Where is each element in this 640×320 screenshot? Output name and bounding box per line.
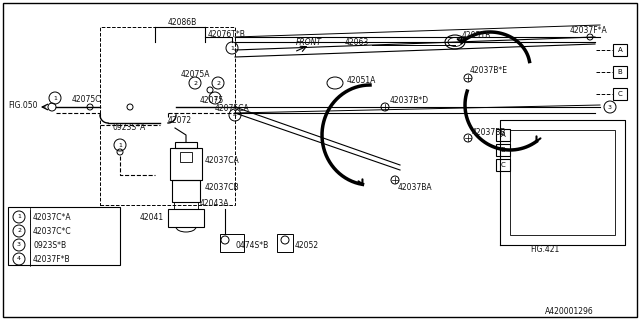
- Text: 2: 2: [193, 81, 197, 85]
- Text: FRONT: FRONT: [296, 37, 322, 46]
- Bar: [180, 152, 192, 162]
- Text: 42041: 42041: [140, 213, 164, 222]
- Text: 42037B*D: 42037B*D: [390, 95, 429, 105]
- Bar: [172, 180, 200, 202]
- Text: 42043A: 42043A: [200, 198, 230, 207]
- Bar: [496, 144, 510, 156]
- Text: 42037BA: 42037BA: [398, 182, 433, 191]
- Text: 0923S*A: 0923S*A: [112, 123, 145, 132]
- Bar: [170, 148, 202, 180]
- Bar: [613, 44, 627, 56]
- Text: FIG.421: FIG.421: [530, 245, 559, 254]
- Text: 2: 2: [17, 228, 21, 234]
- Text: 1: 1: [53, 95, 57, 100]
- Text: C: C: [500, 162, 506, 168]
- Text: A420001296: A420001296: [545, 308, 594, 316]
- Text: 4: 4: [17, 257, 21, 261]
- Text: 42037CB: 42037CB: [205, 182, 239, 191]
- Text: 1: 1: [230, 45, 234, 51]
- Text: 1: 1: [118, 142, 122, 148]
- Bar: [8, 207, 120, 265]
- Text: 42037B*E: 42037B*E: [470, 66, 508, 75]
- Text: 42052: 42052: [295, 242, 319, 251]
- Bar: [496, 159, 510, 171]
- Text: B: B: [500, 147, 506, 153]
- Text: 1: 1: [213, 95, 217, 100]
- Text: 42075C: 42075C: [72, 94, 102, 103]
- Bar: [100, 27, 235, 205]
- Text: 42037CA: 42037CA: [205, 156, 240, 164]
- Bar: [220, 234, 244, 252]
- Text: 42037C*C: 42037C*C: [33, 227, 72, 236]
- Text: 42075: 42075: [200, 95, 224, 105]
- Text: 42075A: 42075A: [181, 69, 211, 78]
- Bar: [168, 209, 204, 227]
- Text: 42075CA: 42075CA: [215, 103, 250, 113]
- Text: 1: 1: [17, 214, 21, 220]
- Text: A: A: [500, 132, 506, 138]
- Text: C: C: [618, 91, 622, 97]
- Text: 42037F*A: 42037F*A: [570, 26, 608, 35]
- Text: 2: 2: [216, 81, 220, 85]
- Text: 0923S*B: 0923S*B: [33, 241, 66, 250]
- Text: 42072: 42072: [168, 116, 192, 124]
- Text: 42076T*B: 42076T*B: [208, 29, 246, 38]
- Bar: [613, 88, 627, 100]
- Text: A: A: [618, 47, 622, 53]
- Text: 42037BB: 42037BB: [472, 127, 506, 137]
- Text: 42051A: 42051A: [347, 76, 376, 84]
- Text: 4: 4: [233, 113, 237, 117]
- Bar: [613, 66, 627, 78]
- Bar: [496, 129, 510, 141]
- Bar: [510, 130, 615, 235]
- Text: FIG.050: FIG.050: [8, 100, 38, 109]
- Bar: [175, 142, 197, 148]
- Text: 42051B: 42051B: [462, 30, 492, 39]
- Text: 3: 3: [608, 105, 612, 109]
- Text: 42037C*A: 42037C*A: [33, 212, 72, 221]
- Text: 42037F*B: 42037F*B: [33, 254, 70, 263]
- Text: 0474S*B: 0474S*B: [235, 242, 268, 251]
- Text: 42063: 42063: [345, 37, 369, 46]
- Text: B: B: [618, 69, 622, 75]
- Bar: [277, 234, 293, 252]
- Text: 3: 3: [17, 243, 21, 247]
- Text: 42086B: 42086B: [168, 18, 197, 27]
- Bar: [174, 202, 198, 209]
